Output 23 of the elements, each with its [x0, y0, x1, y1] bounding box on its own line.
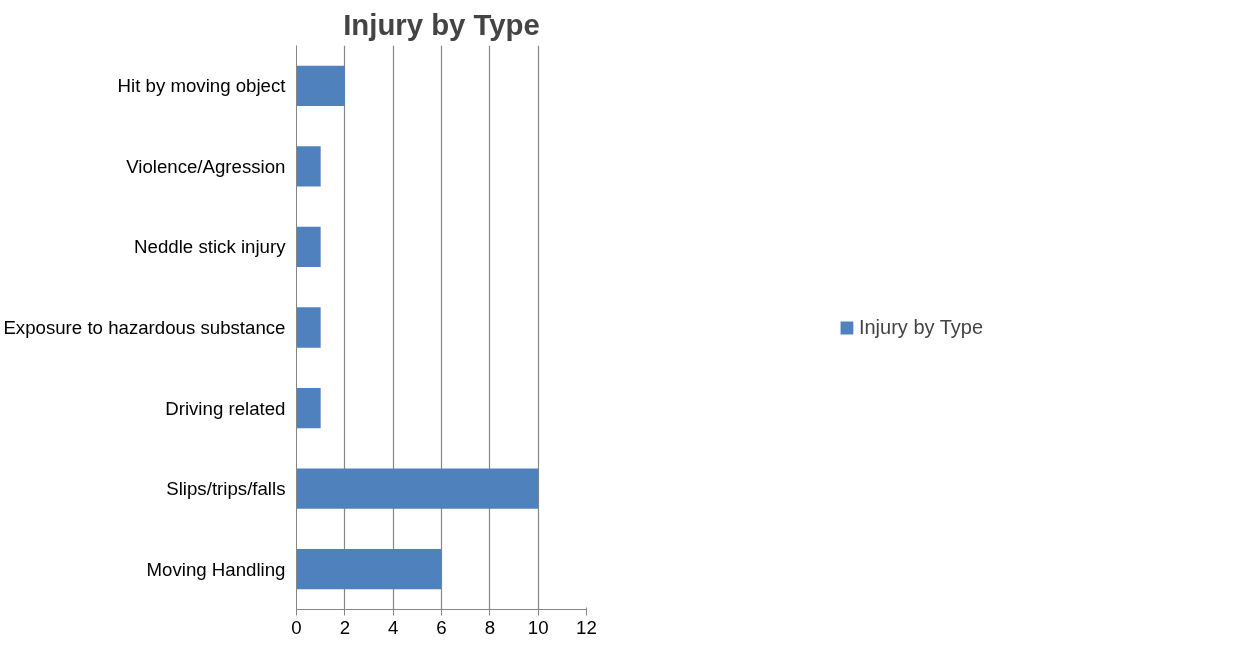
y-tick-label: Driving related — [165, 397, 286, 419]
x-tick-label: 8 — [484, 616, 496, 638]
x-tick-label: 0 — [291, 616, 302, 638]
bar — [296, 226, 321, 268]
y-tick-label: Slips/trips/falls — [166, 478, 286, 500]
bar — [296, 549, 442, 590]
x-tick-label: 2 — [339, 616, 351, 638]
bar — [296, 468, 539, 509]
y-tick-label: Violence/Agression — [126, 155, 286, 177]
x-tick-label: 10 — [527, 616, 549, 638]
bar — [296, 146, 321, 187]
y-tick-label: Exposure to hazardous substance — [3, 317, 286, 338]
chart-title: Injury by Type — [343, 7, 540, 41]
y-tick-label: Neddle stick injury — [134, 236, 287, 258]
x-tick-label: 12 — [576, 616, 597, 638]
y-tick-label: Moving Handling — [146, 558, 286, 580]
bar — [296, 387, 321, 429]
bar — [296, 65, 345, 106]
x-tick-label: 6 — [436, 616, 447, 638]
bar — [296, 307, 321, 348]
x-tick-label: 4 — [387, 616, 399, 638]
legend-label: Injury by Type — [858, 315, 984, 339]
y-tick-label: Hit by moving object — [117, 75, 287, 97]
